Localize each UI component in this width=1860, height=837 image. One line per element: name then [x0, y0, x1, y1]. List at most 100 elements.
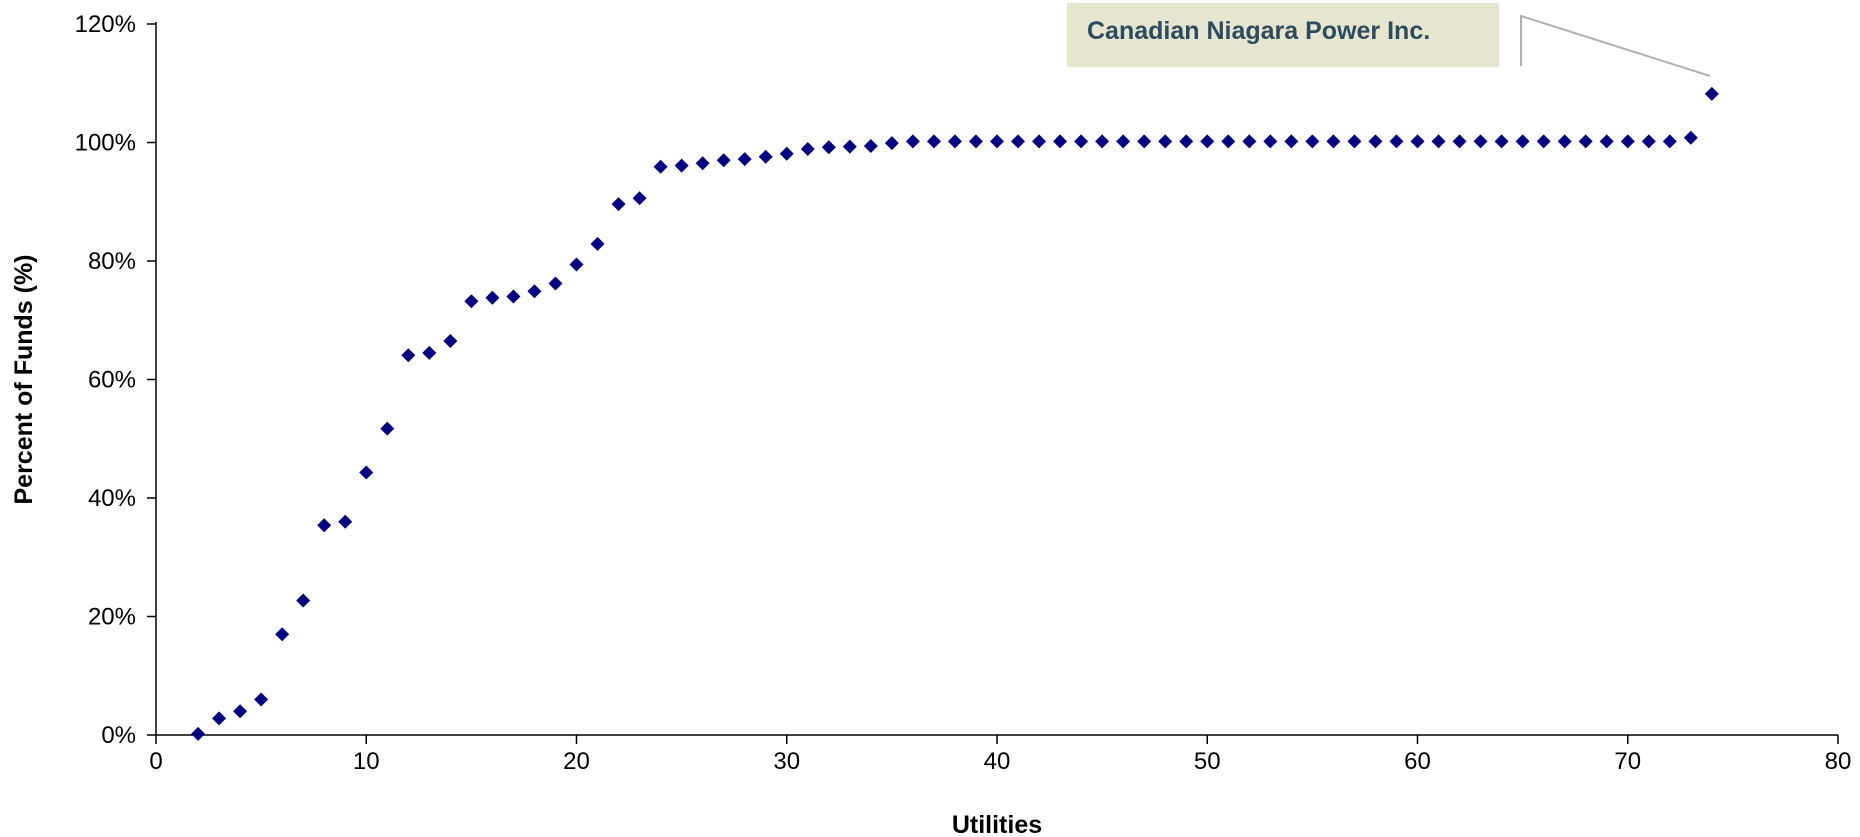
y-tick-label: 40% [88, 485, 136, 512]
data-point [1011, 134, 1026, 149]
data-point [359, 465, 374, 480]
data-point [296, 593, 311, 608]
data-point [1494, 134, 1509, 149]
data-point [716, 153, 731, 168]
data-point [842, 139, 857, 154]
x-tick-label: 30 [773, 748, 800, 775]
annotation-box [1067, 3, 1499, 67]
data-point [758, 149, 773, 164]
data-point [1179, 134, 1194, 149]
data-point [863, 139, 878, 154]
data-point [1620, 134, 1635, 149]
data-point [1263, 134, 1278, 149]
data-point [1347, 134, 1362, 149]
data-point [590, 236, 605, 251]
annotation-label: Canadian Niagara Power Inc. [1087, 17, 1430, 45]
data-point [317, 518, 332, 533]
data-point [1683, 130, 1698, 145]
data-point [380, 421, 395, 436]
x-tick-label: 50 [1194, 748, 1221, 775]
data-point [527, 284, 542, 299]
data-point [737, 152, 752, 167]
data-point [548, 276, 563, 291]
data-point [968, 134, 983, 149]
data-point [506, 289, 521, 304]
data-point [695, 156, 710, 171]
data-point [1116, 134, 1131, 149]
data-point [990, 134, 1004, 149]
y-tick-label: 20% [88, 604, 136, 631]
data-point [632, 191, 647, 206]
data-point [1515, 134, 1530, 149]
x-tick-label: 80 [1825, 748, 1852, 775]
axes-layer [155, 22, 1838, 736]
data-point [1137, 134, 1152, 149]
data-point [1578, 134, 1593, 149]
data-point [254, 692, 269, 707]
data-point [1032, 134, 1047, 149]
data-point [821, 140, 836, 155]
data-point [233, 704, 248, 719]
data-point [1452, 134, 1467, 149]
data-point [1431, 134, 1446, 149]
data-point [1599, 134, 1614, 149]
data-point [1221, 134, 1236, 149]
data-point [1200, 134, 1215, 149]
data-point [1473, 134, 1488, 149]
x-tick-label: 70 [1614, 748, 1641, 775]
y-tick-label: 120% [75, 11, 136, 38]
data-point [779, 146, 794, 161]
data-point [443, 333, 458, 348]
x-tick-label: 10 [353, 748, 380, 775]
data-point [485, 290, 500, 305]
data-point [1389, 134, 1404, 149]
data-point [1326, 134, 1341, 149]
x-tick-label: 0 [149, 748, 162, 775]
data-point [464, 294, 479, 309]
data-point [191, 726, 206, 741]
data-point [569, 257, 584, 272]
points-layer [191, 86, 1719, 741]
data-point [905, 134, 920, 149]
data-point [611, 197, 626, 212]
data-point [653, 159, 668, 174]
data-point [947, 134, 962, 149]
data-point [422, 345, 437, 360]
data-point [275, 627, 290, 642]
data-point [1368, 134, 1383, 149]
data-point [1662, 134, 1677, 149]
data-point [1704, 86, 1719, 101]
data-point [1053, 134, 1068, 149]
data-point [926, 134, 941, 149]
data-point [1410, 134, 1425, 149]
data-point [1641, 134, 1656, 149]
data-point [212, 711, 227, 726]
data-point [1557, 134, 1572, 149]
annotation-layer: Canadian Niagara Power Inc. [1067, 3, 1711, 77]
x-tick-label: 20 [563, 748, 590, 775]
y-tick-label: 0% [101, 722, 136, 749]
x-tick-label: 60 [1404, 748, 1431, 775]
ticks-layer: 0% 20% 40% 60% 80% 100% 120% 0 10 20 30 40 50 60 70 80 [75, 11, 1852, 775]
y-tick-label: 60% [88, 367, 136, 394]
data-point [1095, 134, 1110, 149]
y-axis-title: Percent of Funds (%) [10, 254, 38, 504]
data-point [884, 136, 899, 151]
data-point [1074, 134, 1089, 149]
y-tick-label: 100% [75, 130, 136, 157]
y-tick-label: 80% [88, 248, 136, 275]
data-point [338, 514, 353, 529]
data-point [1242, 134, 1257, 149]
x-axis-title: Utilities [952, 811, 1042, 837]
data-point [674, 158, 689, 173]
data-point [1158, 134, 1173, 149]
data-point [401, 348, 416, 363]
data-point [1305, 134, 1320, 149]
data-point [1536, 134, 1551, 149]
data-point [1284, 134, 1299, 149]
annotation-leader-line [1520, 14, 1711, 77]
x-tick-label: 40 [984, 748, 1011, 775]
data-point [800, 142, 815, 157]
